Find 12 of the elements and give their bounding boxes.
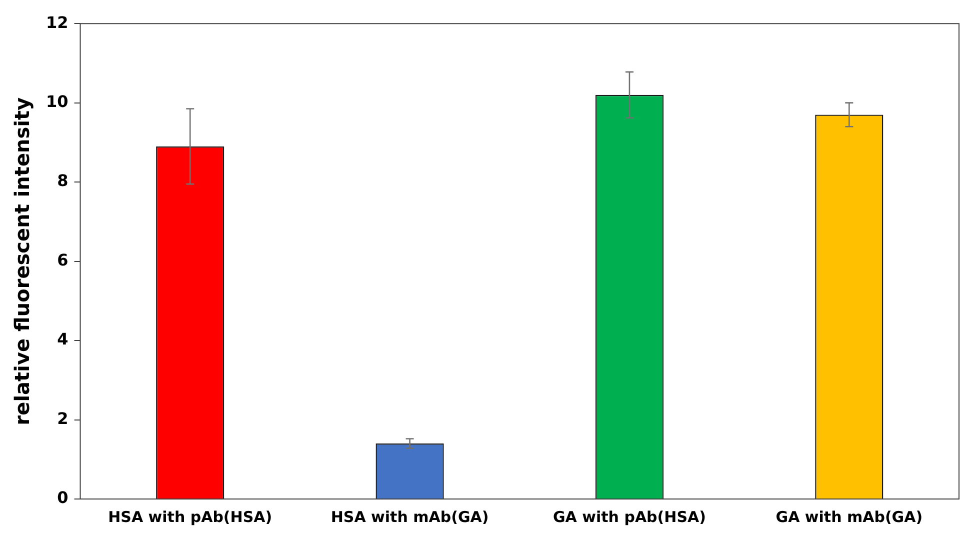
y-tick-label: 6 — [57, 250, 68, 270]
y-tick-label: 10 — [46, 92, 68, 111]
y-tick-label: 12 — [46, 12, 68, 32]
y-tick-label: 0 — [57, 488, 68, 508]
y-tick-label: 8 — [57, 171, 68, 190]
x-tick-label: GA with pAb(HSA) — [552, 508, 706, 526]
x-tick-label: HSA with mAb(GA) — [330, 508, 489, 526]
x-tick-label: GA with mAb(GA) — [776, 508, 923, 526]
x-tick-label: HSA with pAb(HSA) — [108, 508, 272, 526]
y-tick-label: 4 — [57, 330, 68, 349]
y-axis-title: relative fluorescent intensity — [10, 97, 34, 426]
y-tick-label: 2 — [57, 408, 68, 428]
